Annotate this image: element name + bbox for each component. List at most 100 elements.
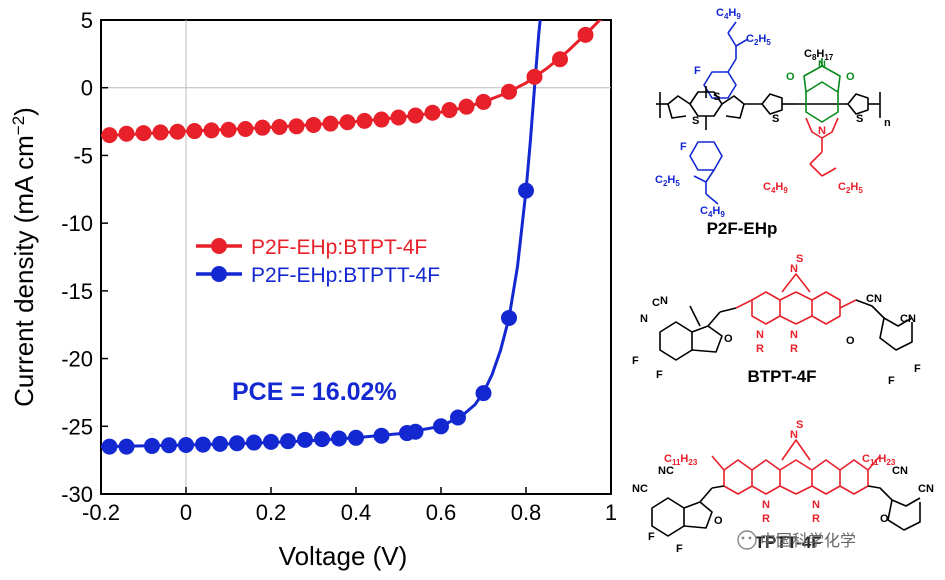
svg-text:N: N — [818, 59, 826, 71]
svg-text:C4H9: C4H9 — [716, 7, 741, 21]
svg-text:S: S — [796, 419, 803, 431]
pce-annotation: PCE = 16.02% — [232, 378, 397, 406]
svg-text:C: C — [652, 297, 660, 309]
y-tick-label: -15 — [61, 279, 93, 304]
data-point-0 — [305, 116, 322, 133]
svg-text:N: N — [790, 263, 798, 275]
x-tick-label: 0 — [180, 500, 192, 525]
data-point-1 — [246, 434, 262, 451]
svg-text:C2H5: C2H5 — [655, 174, 680, 188]
data-point-1 — [433, 418, 449, 435]
watermark-text: 中国科学化学 — [760, 531, 856, 550]
legend-marker-blue — [211, 266, 227, 282]
svg-text:CN: CN — [892, 465, 908, 477]
data-point-1 — [450, 409, 466, 426]
svg-text:S: S — [772, 113, 779, 125]
data-point-1 — [178, 436, 194, 453]
data-point-0 — [526, 68, 543, 85]
data-point-1 — [161, 437, 177, 454]
x-tick-label: 0.6 — [426, 500, 457, 525]
svg-text:F: F — [656, 369, 663, 381]
svg-text:O: O — [880, 513, 889, 525]
data-point-1 — [229, 435, 245, 452]
btpt-4f-structure: N S N N R R N C N O F F CN CN O F F — [632, 253, 921, 387]
series-markers — [101, 26, 594, 455]
data-point-0 — [458, 98, 475, 115]
svg-text:N: N — [818, 125, 826, 137]
svg-text:NC: NC — [658, 465, 674, 477]
svg-text:N: N — [660, 295, 668, 307]
svg-text:C8H17: C8H17 — [804, 48, 834, 62]
svg-text:C4H9: C4H9 — [763, 181, 788, 195]
svg-text:F: F — [680, 141, 687, 153]
svg-text:F: F — [676, 543, 683, 555]
svg-text:O: O — [786, 71, 795, 83]
data-point-0 — [552, 51, 568, 68]
x-tick-label: 0.8 — [511, 500, 542, 525]
data-point-0 — [186, 123, 203, 140]
data-point-1 — [144, 437, 160, 454]
data-point-0 — [373, 111, 390, 128]
data-point-1 — [212, 435, 228, 452]
svg-text:F: F — [694, 65, 701, 77]
data-point-0 — [254, 119, 271, 136]
svg-text:S: S — [856, 113, 863, 125]
svg-text:R: R — [756, 343, 764, 355]
data-point-1 — [195, 436, 211, 453]
svg-text:CN: CN — [900, 313, 916, 325]
x-tick-label: 0.4 — [341, 500, 372, 525]
data-point-1 — [314, 431, 330, 448]
svg-text:F: F — [648, 531, 655, 543]
legend-label-red: P2F-EHp:BTPT-4F — [251, 236, 427, 259]
data-point-0 — [271, 118, 288, 135]
data-point-0 — [237, 121, 254, 138]
legend-label-blue: P2F-EHp:BTPTT-4F — [251, 264, 440, 287]
data-point-0 — [356, 112, 373, 129]
y-tick-label: 0 — [81, 76, 93, 101]
svg-text:N: N — [812, 499, 820, 511]
svg-text:F: F — [888, 375, 895, 387]
svg-text:C4H9: C4H9 — [700, 205, 725, 219]
data-point-0 — [288, 118, 305, 135]
svg-text:O: O — [846, 335, 855, 347]
data-point-0 — [390, 109, 407, 126]
svg-text:N: N — [762, 499, 770, 511]
data-point-0 — [118, 125, 135, 142]
data-point-0 — [135, 125, 152, 142]
data-point-0 — [101, 127, 118, 144]
data-point-0 — [169, 123, 186, 140]
axis-ticks: -0.2 0 0.2 0.4 0.6 0.8 1 5 0 -5 -10 -15 -20 -25 -30 — [61, 8, 617, 525]
data-point-0 — [441, 102, 458, 119]
data-point-1 — [348, 429, 364, 446]
y-tick-label: -25 — [61, 414, 93, 439]
svg-text:S: S — [713, 91, 720, 103]
data-point-1 — [518, 182, 534, 199]
svg-text:C11H23: C11H23 — [862, 453, 896, 467]
y-axis-title: Current density (mA cm−2) — [9, 107, 39, 407]
data-point-0 — [407, 107, 424, 124]
data-point-1 — [331, 430, 347, 447]
svg-text:F: F — [914, 363, 921, 375]
svg-text:CN: CN — [918, 483, 934, 495]
polymer-name: P2F-EHp — [707, 219, 778, 238]
svg-text:R: R — [812, 513, 820, 525]
svg-text:R: R — [790, 343, 798, 355]
data-point-1 — [280, 433, 296, 450]
svg-text:C2H5: C2H5 — [746, 33, 771, 47]
data-point-0 — [152, 124, 169, 141]
y-tick-label: -5 — [73, 143, 93, 168]
svg-text:S: S — [796, 253, 803, 265]
x-tick-label: 1 — [605, 500, 617, 525]
data-point-0 — [322, 115, 339, 132]
polymer-structure: F C4H9 C2H5 S S S S n — [655, 7, 891, 219]
y-tick-label: -20 — [61, 347, 93, 372]
y-tick-label: -30 — [61, 482, 93, 507]
data-point-1 — [118, 438, 135, 455]
x-axis-title: Voltage (V) — [279, 541, 408, 571]
data-point-1 — [101, 438, 118, 455]
polymer-repeat-n: n — [884, 117, 891, 129]
btptt-4f-name: BTPTT-4F — [742, 533, 821, 552]
data-point-0 — [424, 104, 441, 121]
svg-text:N: N — [790, 329, 798, 341]
